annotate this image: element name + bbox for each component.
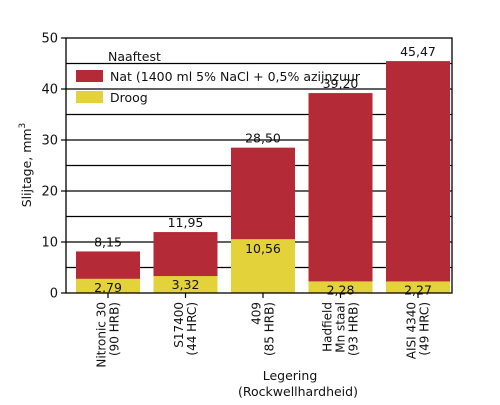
legend-swatch-droog bbox=[76, 91, 103, 103]
x-axis-label-sub: (Rockwellhardheid) bbox=[238, 384, 358, 399]
category-label: S17400 (44 HRC) bbox=[172, 302, 199, 356]
category-label-line: Nitronic 30 bbox=[95, 302, 109, 368]
value-label-nat: 28,50 bbox=[245, 131, 281, 146]
category-label: Nitronic 30 (90 HRB) bbox=[95, 302, 122, 368]
category-label: Hadfield Mn staal (93 HRB) bbox=[321, 302, 361, 356]
category-label-line: (93 HRB) bbox=[347, 302, 361, 356]
bar-droog bbox=[231, 239, 295, 293]
category-label-line: (44 HRC) bbox=[185, 302, 199, 356]
value-label-droog: 2,79 bbox=[94, 280, 122, 295]
bar-droog bbox=[76, 278, 140, 293]
value-label-nat: 45,47 bbox=[400, 44, 436, 59]
category-label-line: 409 bbox=[250, 302, 264, 325]
y-tick-label: 40 bbox=[41, 83, 58, 98]
y-tick-label: 0 bbox=[50, 287, 58, 302]
value-label-droog: 2,27 bbox=[404, 282, 432, 297]
y-tick-label: 20 bbox=[41, 185, 58, 200]
value-label-nat: 8,15 bbox=[94, 234, 122, 249]
legend-title: Naaftest bbox=[108, 49, 161, 64]
value-label-droog: 10,56 bbox=[245, 241, 281, 256]
y-tick-label: 10 bbox=[41, 236, 58, 251]
y-axis-label-text: Slijtage, mm bbox=[19, 128, 34, 207]
category-label: 409 (85 HRB) bbox=[250, 302, 277, 356]
legend: Naaftest Nat (1400 ml 5% NaCl + 0,5% azi… bbox=[76, 49, 361, 105]
x-axis-label: Legering bbox=[263, 368, 318, 383]
category-label-line: Mn staal bbox=[334, 302, 348, 353]
category-label-line: Hadfield bbox=[321, 302, 335, 352]
legend-label-droog: Droog bbox=[110, 90, 148, 105]
bar-nat bbox=[308, 93, 373, 293]
value-label-nat: 39,20 bbox=[323, 76, 359, 91]
y-axis-ticks: 0 10 20 30 40 50 bbox=[41, 32, 419, 302]
data-labels: 8,15 2,79 11,95 3,32 28,50 10,56 39,20 2,28 45,4… bbox=[94, 44, 436, 297]
category-label-line: (49 HRC) bbox=[418, 302, 432, 356]
y-axis-label: Slijtage, mm3 bbox=[18, 123, 34, 208]
bar-droog bbox=[308, 281, 373, 293]
category-label-line: AISI 4340 bbox=[405, 302, 419, 359]
legend-label-nat: Nat (1400 ml 5% NaCl + 0,5% azijnzuur bbox=[110, 69, 361, 84]
bars bbox=[76, 61, 450, 294]
y-axis-label-superscript: 3 bbox=[18, 123, 28, 129]
y-tick-label: 50 bbox=[41, 32, 58, 47]
bar-nat bbox=[386, 61, 450, 294]
value-label-nat: 11,95 bbox=[168, 215, 204, 230]
category-label: AISI 4340 (49 HRC) bbox=[405, 302, 432, 359]
bar-droog bbox=[386, 281, 450, 293]
category-label-line: (90 HRB) bbox=[108, 302, 122, 356]
category-label-line: S17400 bbox=[172, 302, 186, 348]
plot-frame bbox=[65, 37, 453, 294]
category-label-line: (85 HRB) bbox=[263, 302, 277, 356]
y-tick-label: 30 bbox=[41, 134, 58, 149]
value-label-droog: 2,28 bbox=[327, 282, 355, 297]
value-label-droog: 3,32 bbox=[172, 277, 200, 292]
legend-swatch-nat bbox=[76, 70, 103, 82]
x-axis-categories: Nitronic 30 (90 HRB) S17400 (44 HRC) 409 (85 … bbox=[95, 302, 432, 368]
bar-droog bbox=[153, 276, 218, 293]
